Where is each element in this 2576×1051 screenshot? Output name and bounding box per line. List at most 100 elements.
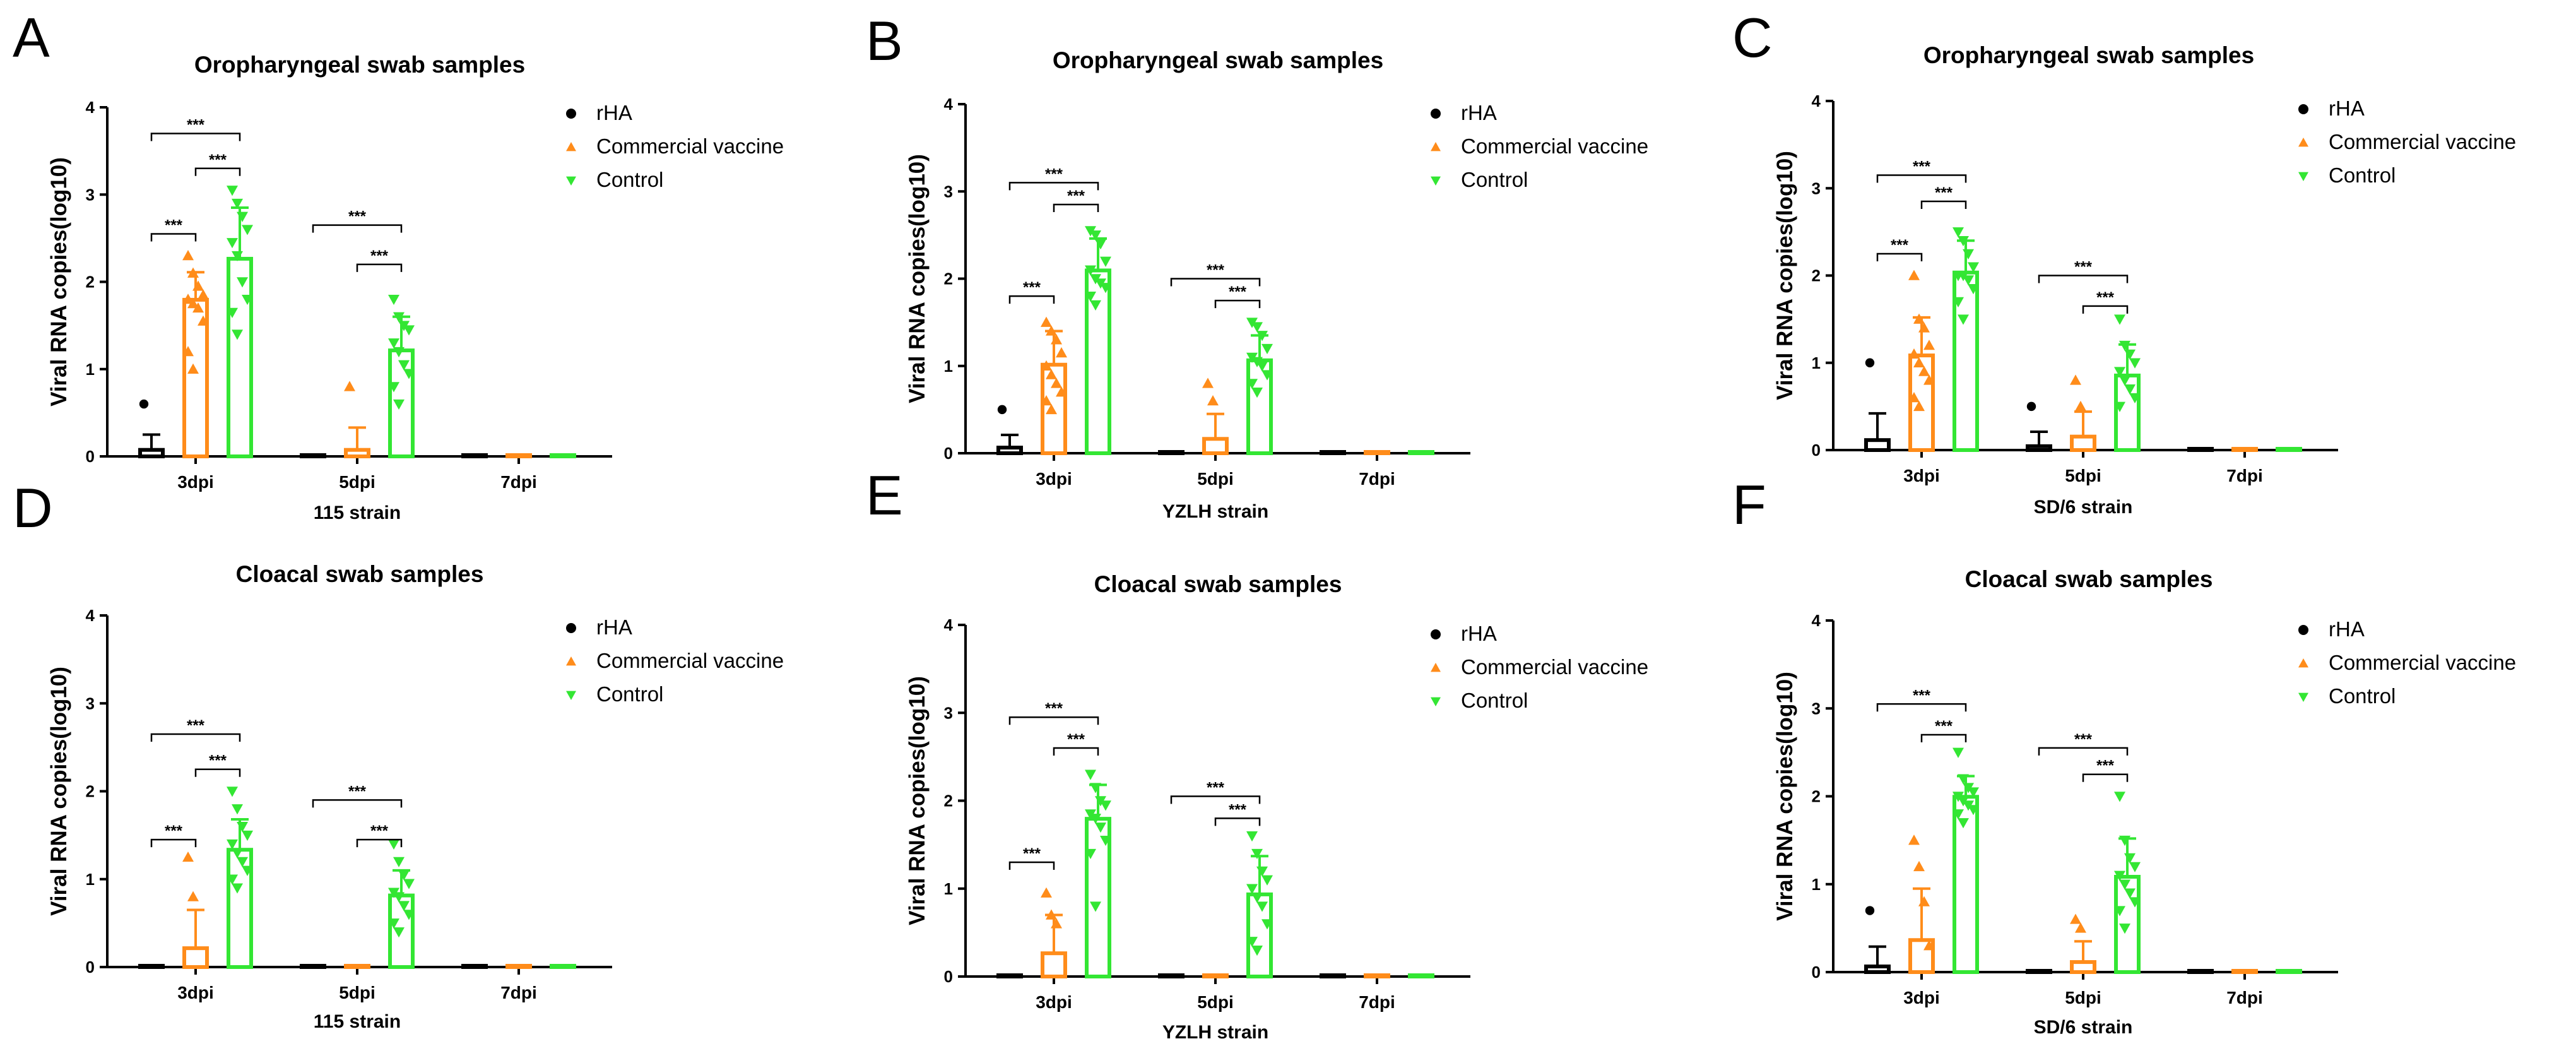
data-point [1958,818,1969,829]
y-tick-label: 4 [944,615,954,634]
data-point [182,250,194,261]
data-point [1041,360,1052,371]
legend-label: rHA [2329,97,2365,120]
x-tick-label: 7dpi [1359,992,1395,1012]
data-point [232,848,243,858]
data-point [1095,239,1106,250]
significance-label: *** [209,151,227,169]
data-point [388,918,399,929]
data-point [344,381,355,391]
data-point [1958,314,1969,325]
data-point [1923,340,1935,350]
bar-control [1408,450,1434,455]
data-point [403,879,415,889]
bar-control [1408,973,1434,978]
y-tick-label: 1 [1812,875,1821,894]
y-tick-label: 2 [1812,266,1821,285]
chart-title: Cloacal swab samples [236,561,484,587]
legend-label: Control [2329,163,2396,187]
legend-marker [1431,697,1441,706]
significance-bracket [150,838,197,848]
data-point [2114,792,2125,802]
legend-marker [1431,142,1441,151]
bar-rha [461,453,488,458]
data-point [1046,369,1057,379]
x-axis-title: YZLH strain [1162,501,1268,522]
data-point [1090,230,1101,241]
data-point [227,839,238,850]
bar-commercial-vaccine [2231,969,2258,974]
bar-commercial-vaccine [1364,973,1390,978]
data-point [1913,400,1925,412]
chart-title: Cloacal swab samples [1965,566,2213,592]
bar-rha [1158,450,1185,455]
chart-panel-f: F Cloacal swab samples 0 1 2 3 4 Viral RNA copi… [1732,473,2516,1038]
data-point [2119,923,2130,934]
legend-label: rHA [2329,617,2365,641]
data-point [1051,377,1062,388]
significance-label: *** [2096,757,2115,775]
significance-label: *** [1207,780,1225,797]
significance-label: *** [1229,801,1247,818]
y-tick-label: 4 [1812,92,1821,110]
data-point [1923,374,1935,385]
bar-rha [300,453,326,458]
significance-label: *** [370,822,389,840]
significance-bracket [1170,278,1261,287]
data-point [2114,401,2125,412]
data-point [1256,866,1268,877]
y-tick-label: 0 [86,447,95,466]
legend-marker [566,142,576,151]
chart-title: Oropharyngeal swab samples [1053,47,1383,73]
data-point [2026,401,2036,412]
legend-marker [2298,138,2308,147]
data-point [1261,919,1273,930]
data-point [1913,357,1925,367]
bar-rha [2187,969,2214,974]
data-point [388,839,399,850]
bar-commercial-vaccine [1041,951,1067,978]
bar-rha [996,973,1023,978]
data-point [1046,403,1057,415]
bar-control [550,964,576,969]
bar-control [550,453,576,458]
significance-label: *** [2074,731,2093,748]
bar-commercial-vaccine [1202,973,1229,978]
data-point [2114,367,2125,377]
x-tick-label: 7dpi [500,983,537,1002]
significance-label: *** [2096,289,2115,306]
bar-commercial-vaccine [344,964,370,969]
data-point [232,251,243,262]
data-point [1865,358,1875,367]
data-point [403,369,415,379]
significance-bracket [2082,773,2129,782]
data-point [198,315,209,326]
data-point [1056,347,1067,358]
x-axis-title: YZLH strain [1162,1022,1268,1043]
legend-marker [1431,176,1441,186]
data-point [1953,809,1964,820]
legend-label: rHA [1461,622,1497,645]
data-point [237,822,248,833]
data-point [1051,334,1062,345]
x-tick-label: 3dpi [1036,469,1072,489]
y-axis-label: Viral RNA copies(log10) [47,667,71,916]
data-point [2114,314,2125,325]
data-point [198,289,209,300]
data-point [2124,384,2136,395]
data-point [182,294,194,304]
data-point [1251,388,1263,398]
significance-label: *** [187,116,205,133]
x-axis-title: SD/6 strain [2034,1017,2133,1038]
data-point [1968,262,1979,273]
y-tick-label: 0 [86,958,95,977]
y-axis-label: Viral RNA copies(log10) [905,676,930,925]
panel-letter: B [866,9,903,72]
x-tick-label: 3dpi [1036,992,1072,1012]
bar-rha [138,964,165,969]
significance-bracket [1876,252,1923,261]
legend-marker [1431,109,1441,119]
legend-label: rHA [596,101,632,124]
legend-marker [566,691,576,700]
